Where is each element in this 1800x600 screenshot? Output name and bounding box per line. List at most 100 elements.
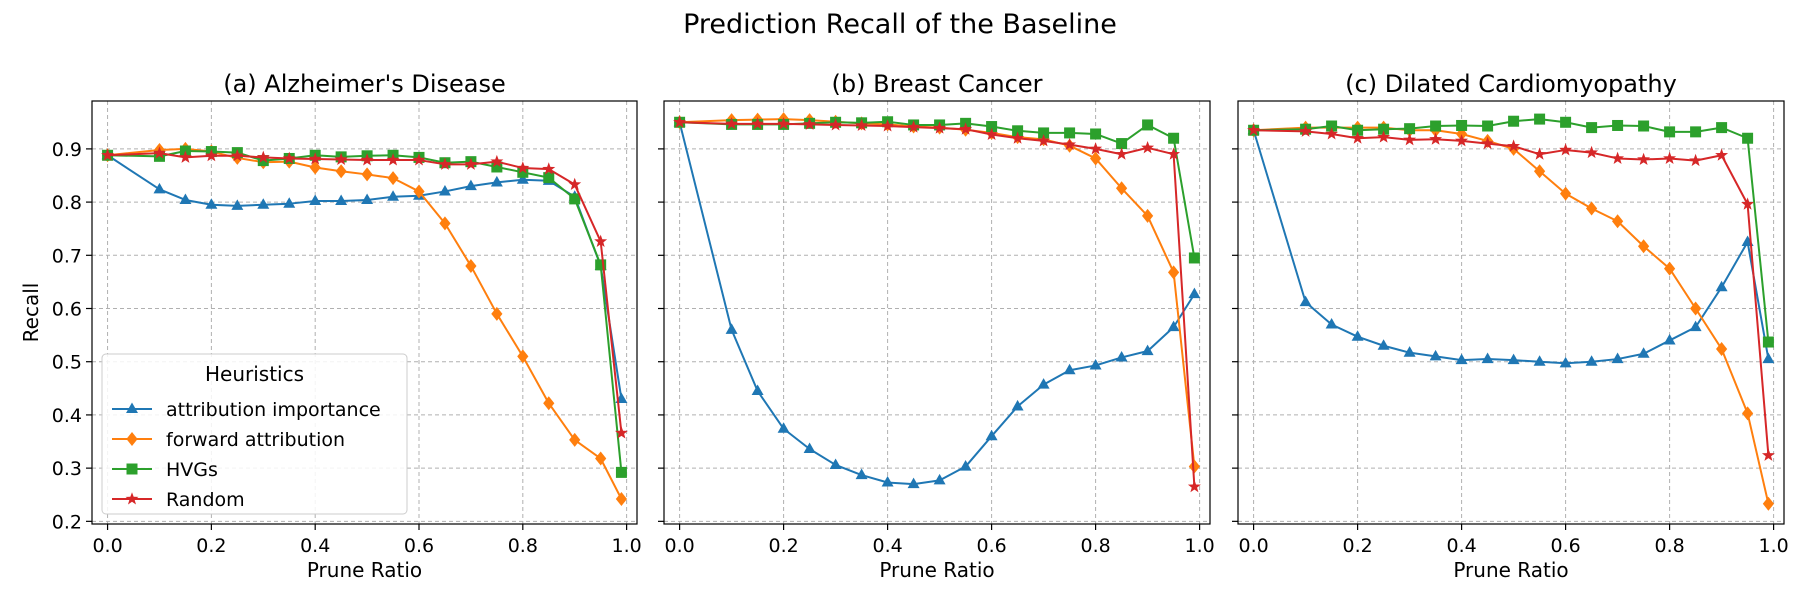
data-point [1116,138,1128,150]
data-point [959,122,973,135]
data-point [595,451,607,466]
series-line [1253,126,1770,505]
data-point [153,182,166,194]
data-point [1742,406,1754,421]
x-tick-label: 0.2 [768,535,798,557]
x-tick-label: 0.6 [976,535,1006,557]
data-point [725,323,738,334]
x-tick-label: 0.8 [508,535,538,557]
data-point [1187,479,1201,493]
grid-lines [1238,101,1784,524]
data-point [1089,142,1103,155]
data-point [335,194,348,206]
data-point [412,153,426,166]
chart-panels: 0.0 0.2 0.4 0.6 0.8 1.00.20.30.40.50.60.70.80… [19,70,1789,582]
data-point [1115,147,1129,160]
data-point [615,466,627,478]
data-point [1507,353,1520,365]
data-point [568,177,582,191]
y-tick-label: 0.7 [52,245,82,267]
data-point [1586,122,1598,134]
data-point [985,127,999,141]
data-point [464,179,477,191]
data-point [1404,123,1416,135]
data-point [439,216,451,231]
data-point [1168,132,1180,144]
data-point [490,154,504,168]
data-point [569,193,581,205]
data-point [595,259,607,271]
data-point [985,429,998,441]
data-point [725,117,739,130]
data-point [751,384,764,396]
data-point [1167,147,1181,160]
legend-label: attribution importance [166,399,381,421]
data-point [516,161,530,174]
legend-entry-forward-attribution: forward attribution [112,429,345,451]
chart-panel-1: 0.0 0.2 0.4 0.6 0.8 1.0 0.2 0.3 0.4 0.5 0.6 0.7 0.8 0… [19,70,642,582]
data-point [959,460,972,471]
x-axis-label: Prune Ratio [879,558,994,582]
data-point [205,198,218,209]
data-point [1663,333,1676,345]
data-point [1429,132,1443,145]
data-point [1142,119,1154,131]
series-line [107,152,623,434]
data-point [517,166,529,178]
data-point [1585,355,1598,366]
data-point [1689,153,1703,167]
figure-title: Prediction Recall of the Baseline [683,9,1117,40]
data-point [309,194,322,206]
data-point [1168,265,1180,280]
data-point [465,258,477,273]
data-point [101,148,115,161]
x-tick-label: 1.0 [1758,535,1788,557]
data-point [543,172,555,184]
y-tick-label: 0.6 [52,299,82,321]
legend-entry-attribution-importance: attribution importance [112,399,381,421]
data-point [1533,147,1547,160]
data-point [1637,347,1650,358]
x-tick-label: 0.2 [196,535,226,557]
data-point [1299,295,1312,307]
data-point [1664,261,1676,276]
x-tick-label: 0.4 [1446,535,1476,557]
data-point [1586,201,1598,216]
x-axis-label: Prune Ratio [307,558,422,582]
data-point [1455,134,1469,147]
data-point [517,349,529,364]
data-point [855,118,869,131]
series-forward-attribution [1248,120,1774,511]
data-point [309,160,321,175]
data-point [1689,320,1702,332]
chart-panel-3: 0.0 0.2 0.4 0.6 0.8 1.0 (c) Dilated Cardiomyop… [1232,70,1789,582]
data-point [1560,186,1572,201]
data-point [1611,151,1625,164]
data-point [1115,350,1128,362]
data-point [1011,399,1024,411]
data-point [1741,197,1755,210]
data-point [986,121,998,133]
data-point [387,190,400,201]
x-tick-label: 0.6 [404,535,434,557]
data-point [777,117,791,130]
data-point [1762,496,1774,511]
legend-box [101,353,408,515]
data-point [751,117,765,130]
data-point [438,184,451,196]
legend-title: Heuristics [205,362,304,386]
data-point [594,234,608,247]
data-point [1090,128,1102,140]
x-tick-label: 0.8 [1080,535,1110,557]
data-point [1742,132,1754,144]
data-point [881,119,895,132]
data-point [1089,358,1102,370]
plot-frame [91,100,638,525]
data-point [1063,363,1076,375]
legend-label: HVGs [166,459,218,481]
data-point [1247,123,1261,136]
data-point [1638,120,1650,132]
x-tick-label: 0.4 [300,535,330,557]
data-point [1188,459,1200,474]
